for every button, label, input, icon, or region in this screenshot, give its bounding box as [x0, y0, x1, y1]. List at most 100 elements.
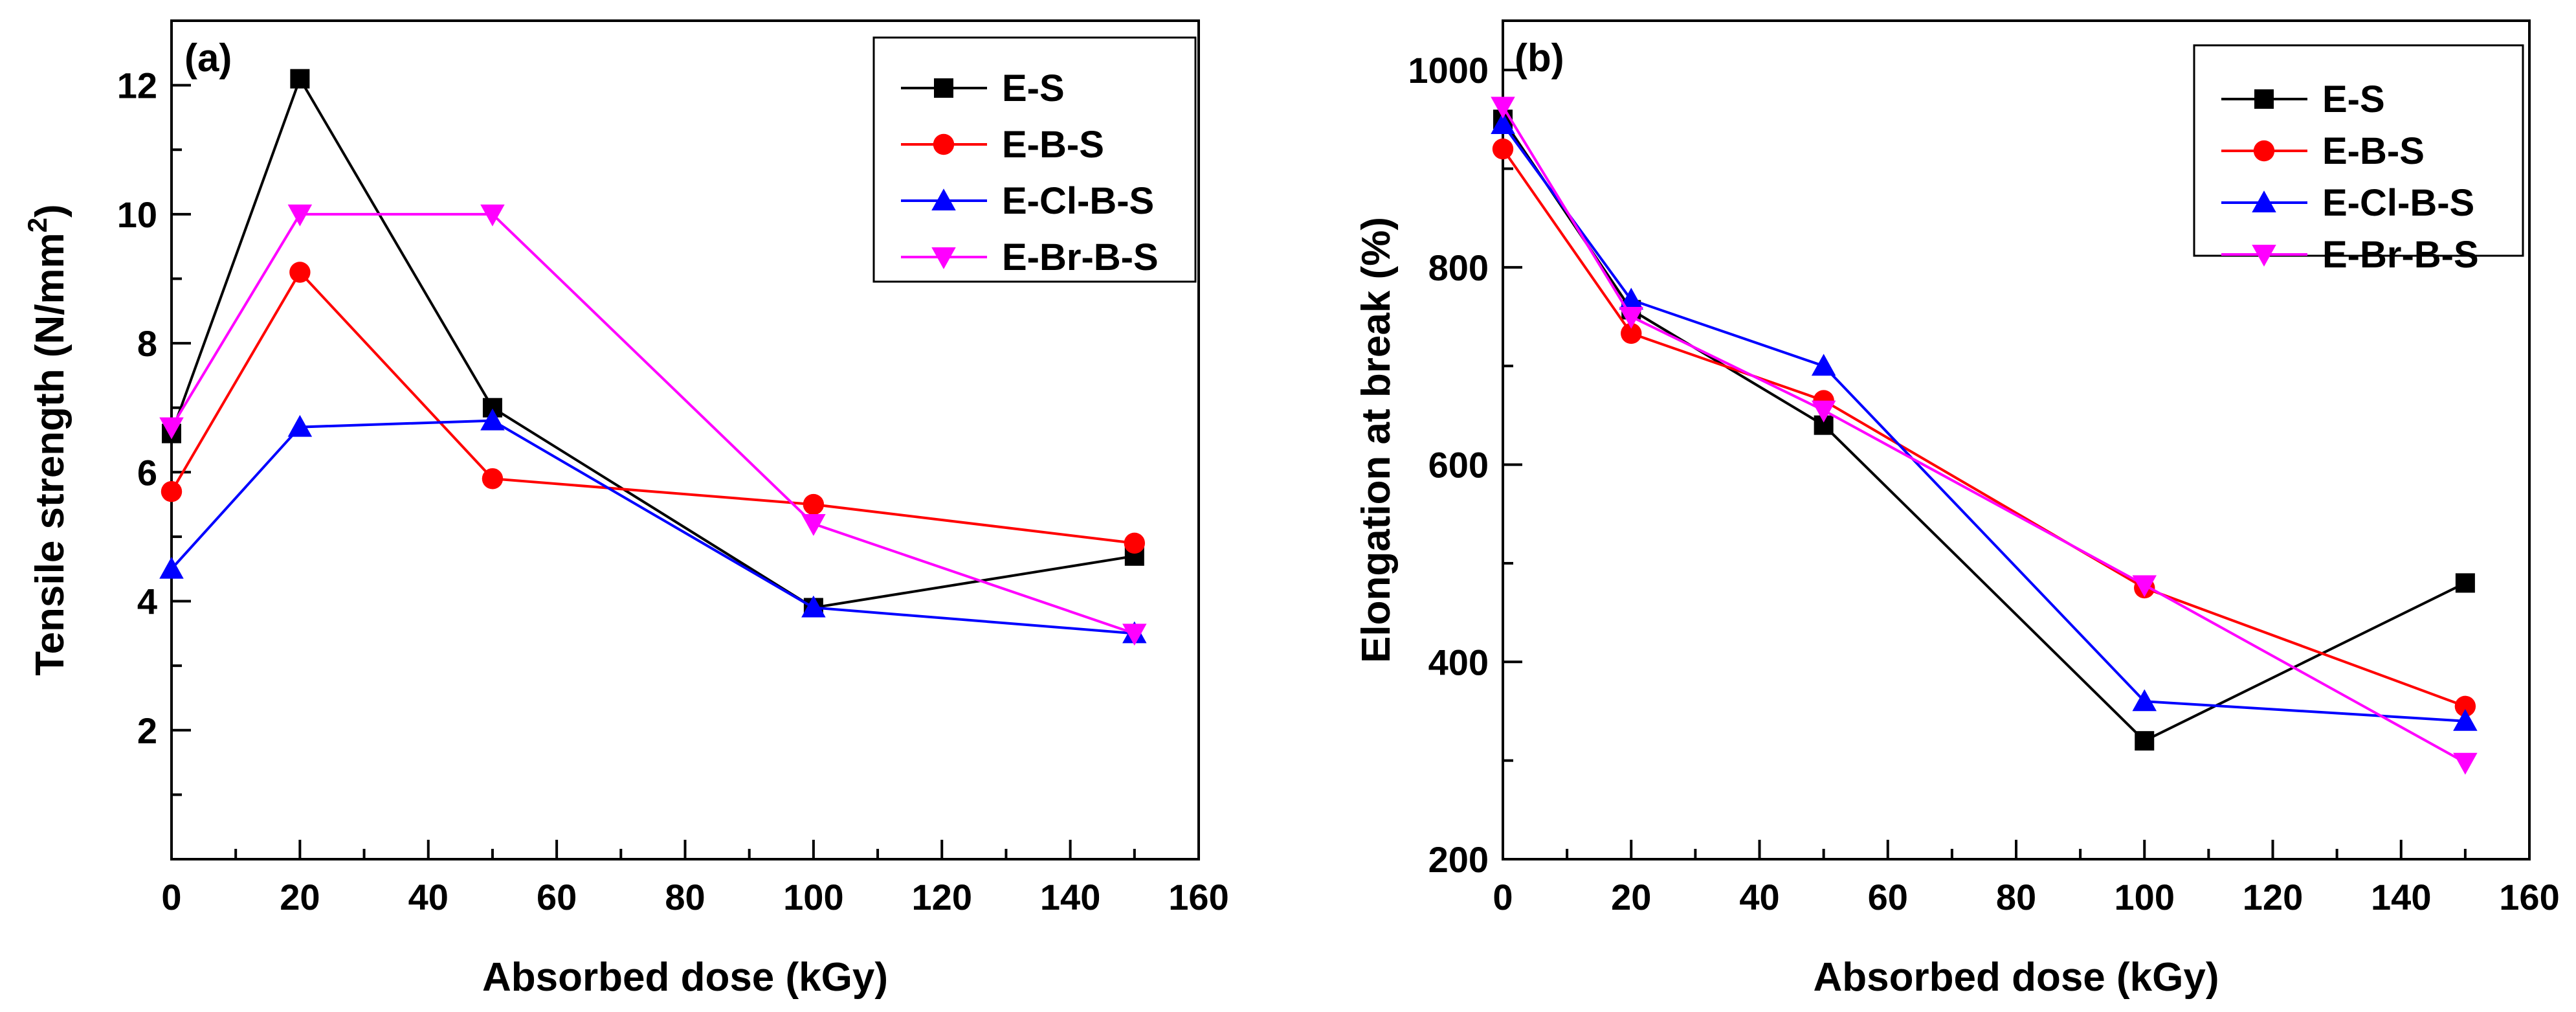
x-tick-label: 120 [2243, 877, 2303, 917]
y-tick-label: 2 [137, 710, 157, 751]
data-point [2135, 731, 2155, 751]
legend-marker [933, 133, 955, 155]
data-point [480, 204, 505, 227]
y-tick-label: 4 [137, 581, 157, 622]
data-point [1619, 307, 1643, 329]
y-tick-label: 800 [1428, 247, 1489, 288]
legend-item: E-Cl-B-S [2221, 182, 2474, 224]
legend: E-S E-B-S E-Cl-B-S E-Br-B-S [2193, 44, 2524, 276]
x-tick-label: 0 [1493, 877, 1513, 917]
legend-label: E-Cl-B-S [1002, 180, 1154, 222]
data-point [287, 414, 313, 437]
y-tick-label: 400 [1428, 642, 1489, 682]
data-point [2453, 708, 2478, 731]
y-tick-label: 6 [137, 452, 157, 493]
legend-label: E-Br-B-S [2322, 234, 2479, 276]
legend-item: E-Br-B-S [2221, 234, 2479, 276]
x-tick-label: 40 [1739, 877, 1779, 917]
data-point [1811, 400, 1836, 423]
data-point [289, 262, 311, 283]
series-e-br-b-s [159, 204, 1147, 646]
x-tick-label: 0 [161, 877, 181, 917]
x-axis-label: Absorbed dose (kGy) [482, 955, 888, 1000]
legend-marker [2252, 245, 2276, 267]
series-line [170, 270, 1135, 545]
data-point [1124, 532, 1146, 554]
data-point [287, 204, 313, 227]
data-point [2132, 689, 2157, 712]
data-point [2455, 573, 2475, 593]
legend-label: E-B-S [2322, 130, 2425, 172]
y-axis-label-superscript: 2 [22, 218, 52, 232]
x-tick-label: 100 [2115, 877, 2175, 917]
panel-label: (b) [1515, 36, 1564, 80]
legend-box [872, 36, 1197, 283]
y-axis-label: Tensile strength (N/mm2) [22, 204, 72, 675]
series-e-b-s [1492, 138, 2476, 717]
legend-marker [934, 78, 953, 98]
x-tick-label: 120 [912, 877, 972, 917]
data-point [801, 595, 826, 618]
data-point [1491, 112, 1515, 134]
legend-marker [2254, 89, 2274, 109]
data-point [159, 556, 184, 579]
legend: E-S E-B-S E-Cl-B-S E-Br-B-S [872, 36, 1197, 283]
data-point [1492, 138, 1514, 160]
data-point [2454, 695, 2476, 717]
data-point [161, 480, 183, 502]
data-point [2132, 575, 2157, 598]
data-point [803, 493, 825, 515]
y-tick-label: 1000 [1408, 50, 1489, 91]
x-tick-label: 60 [537, 877, 577, 917]
data-point [1491, 96, 1515, 119]
data-point [1122, 624, 1147, 646]
series-e-cl-b-s [1491, 112, 2478, 731]
x-tick-label: 40 [408, 877, 449, 917]
x-tick-label: 160 [1168, 877, 1228, 917]
y-tick-label: 8 [137, 323, 157, 364]
legend-item: E-Br-B-S [901, 236, 1159, 278]
y-axis-label-close: ) [28, 204, 72, 218]
x-tick-label: 140 [1040, 877, 1100, 917]
data-point [482, 468, 504, 489]
x-tick-label: 140 [2371, 877, 2431, 917]
legend-item: E-B-S [2221, 130, 2425, 172]
data-point [801, 514, 826, 536]
x-tick-label: 60 [1868, 877, 1908, 917]
data-point [1811, 354, 1836, 376]
y-axis-label-main: Tensile strength (N/mm [28, 232, 72, 675]
data-point [2453, 752, 2478, 775]
x-tick-label: 80 [665, 877, 705, 917]
legend-item: E-Cl-B-S [901, 180, 1154, 222]
data-point [1621, 322, 1642, 344]
x-axis-label: Absorbed dose (kGy) [1814, 955, 2219, 1000]
legend-item: E-S [2221, 78, 2385, 120]
legend-label: E-Cl-B-S [2322, 182, 2474, 224]
panel-label: (a) [184, 36, 232, 80]
legend-marker [931, 188, 956, 210]
series-e-b-s [161, 262, 1146, 554]
data-point [480, 408, 505, 431]
x-tick-label: 20 [1611, 877, 1651, 917]
y-tick-label: 12 [117, 65, 157, 106]
legend-label: E-S [1002, 67, 1065, 109]
legend-label: E-S [2322, 78, 2385, 120]
y-tick-label: 200 [1428, 839, 1489, 880]
data-point [159, 417, 184, 440]
y-tick-label: 10 [117, 194, 157, 235]
legend-marker [2253, 140, 2275, 162]
data-point [1619, 287, 1643, 310]
legend-marker [931, 247, 956, 269]
legend-label: E-Br-B-S [1002, 236, 1159, 278]
series-e-br-b-s [1491, 96, 2478, 775]
legend-label: E-B-S [1002, 124, 1104, 166]
data-point [290, 69, 310, 89]
x-tick-label: 100 [783, 877, 843, 917]
x-tick-label: 20 [280, 877, 320, 917]
y-tick-label: 600 [1428, 445, 1489, 486]
panel-b-elongation-chart: 0 20 40 60 80 100 120 140 160 200 400 600 800 1000 Abs… [1354, 19, 2560, 1000]
legend-item: E-S [901, 67, 1065, 109]
x-tick-label: 80 [1996, 877, 2036, 917]
y-axis-label: Elongation at break (%) [1354, 217, 1399, 663]
